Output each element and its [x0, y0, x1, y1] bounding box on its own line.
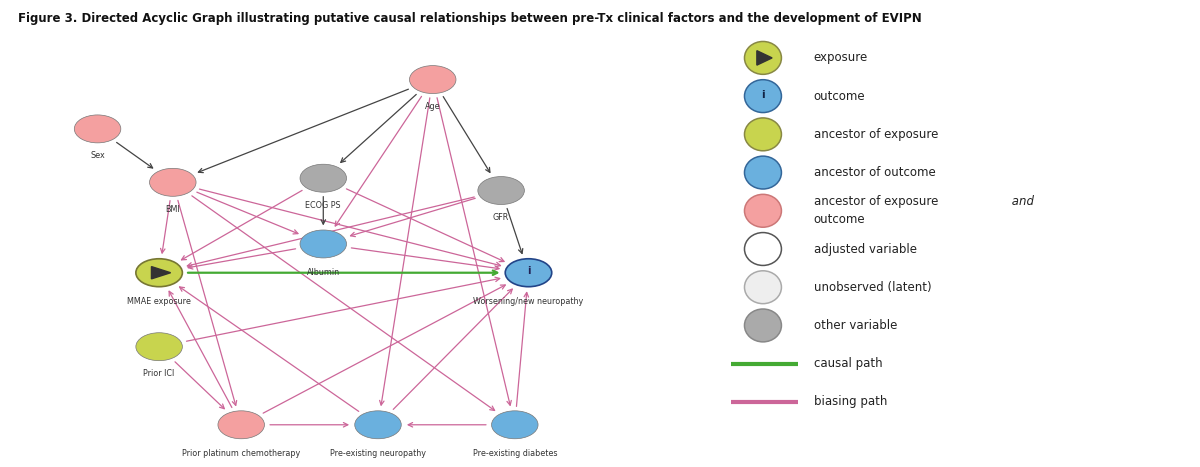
Circle shape: [744, 42, 781, 74]
Text: i: i: [761, 90, 764, 100]
Circle shape: [744, 271, 781, 304]
Text: Albumin: Albumin: [307, 268, 340, 277]
Text: outcome: outcome: [814, 213, 865, 226]
Circle shape: [150, 168, 196, 196]
Polygon shape: [151, 267, 170, 279]
Text: Prior platinum chemotherapy: Prior platinum chemotherapy: [182, 449, 300, 458]
Circle shape: [74, 115, 121, 143]
Text: ancestor of exposure: ancestor of exposure: [814, 128, 938, 141]
Circle shape: [478, 177, 524, 205]
Circle shape: [744, 156, 781, 189]
Circle shape: [744, 194, 781, 227]
Circle shape: [300, 164, 347, 192]
Text: Worsening/new neuropathy: Worsening/new neuropathy: [473, 297, 583, 306]
Text: unobserved (latent): unobserved (latent): [814, 281, 931, 294]
Text: causal path: causal path: [814, 357, 882, 370]
Text: Sex: Sex: [90, 151, 104, 161]
Polygon shape: [757, 51, 772, 65]
Circle shape: [136, 333, 182, 361]
Text: ECOG PS: ECOG PS: [306, 201, 341, 210]
Text: adjusted variable: adjusted variable: [814, 242, 917, 255]
Circle shape: [136, 259, 182, 287]
Circle shape: [300, 230, 347, 258]
Text: Pre-existing diabetes: Pre-existing diabetes: [473, 449, 557, 458]
Text: Pre-existing neuropathy: Pre-existing neuropathy: [330, 449, 426, 458]
Text: exposure: exposure: [814, 51, 868, 64]
Text: ancestor of exposure: ancestor of exposure: [814, 195, 938, 208]
Circle shape: [218, 411, 264, 439]
Circle shape: [505, 259, 552, 287]
Text: i: i: [527, 267, 530, 276]
Text: other variable: other variable: [814, 319, 898, 332]
Circle shape: [492, 411, 538, 439]
Circle shape: [744, 233, 781, 265]
Text: Prior ICI: Prior ICI: [144, 369, 175, 378]
Text: BMI: BMI: [166, 205, 180, 214]
Text: biasing path: biasing path: [814, 396, 887, 408]
Text: GFR: GFR: [493, 213, 509, 222]
Text: MMAE exposure: MMAE exposure: [127, 297, 191, 305]
Text: Age: Age: [425, 102, 440, 111]
Text: ancestor of outcome: ancestor of outcome: [814, 166, 936, 179]
Circle shape: [744, 309, 781, 342]
Circle shape: [744, 118, 781, 151]
Circle shape: [409, 65, 456, 93]
Text: outcome: outcome: [814, 90, 865, 103]
Text: Figure 3. Directed Acyclic Graph illustrating putative causal relationships betw: Figure 3. Directed Acyclic Graph illustr…: [18, 12, 922, 25]
Text: and: and: [1008, 195, 1034, 208]
Circle shape: [355, 411, 401, 439]
Circle shape: [744, 80, 781, 113]
